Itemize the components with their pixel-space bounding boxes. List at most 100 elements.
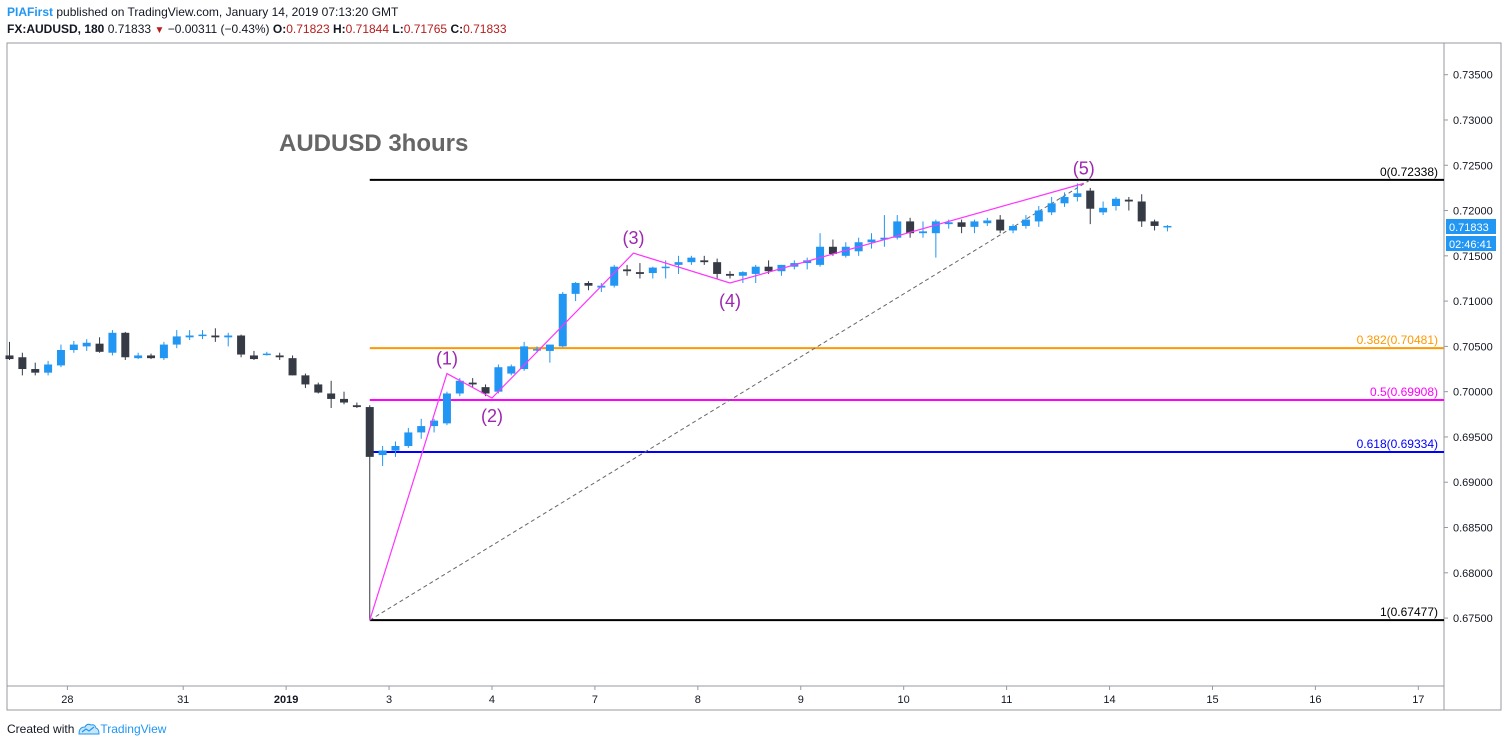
tradingview-brand-text: TradingView (100, 722, 167, 736)
x-tick-label: 2019 (274, 694, 298, 706)
candle-body (687, 257, 696, 263)
low-value: 0.71765 (403, 22, 448, 36)
candle-body (301, 375, 310, 385)
tradingview-link[interactable]: TradingView (78, 722, 166, 736)
candle-body (623, 269, 632, 272)
candle (185, 330, 194, 341)
candle (134, 352, 143, 360)
candle (700, 255, 709, 265)
candle-body (1034, 210, 1043, 222)
candle (610, 264, 619, 288)
candle-body (906, 221, 915, 234)
candle-body (262, 353, 271, 356)
candle-body (1111, 198, 1120, 207)
candle-body (571, 282, 580, 294)
down-triangle-icon: ▼ (154, 25, 165, 36)
x-tick-label: 7 (592, 694, 598, 706)
x-tick-label: 8 (695, 694, 701, 706)
candle (211, 328, 220, 342)
fib-level-label: 0.382(0.70481) (1357, 333, 1438, 347)
author-link[interactable]: PIAFirst (7, 5, 54, 19)
candle-body (700, 260, 709, 263)
candles (5, 183, 1172, 620)
candle (1060, 192, 1069, 207)
candle-body (430, 420, 439, 427)
fib-level-label: 0(0.72338) (1380, 165, 1438, 179)
y-tick-label: 0.70500 (1453, 341, 1493, 353)
candle-body (121, 332, 130, 358)
price-axis[interactable]: 0.73500 0.73000 0.72500 0.72000 0.71500 0.710… (1444, 70, 1493, 625)
candle-body (5, 355, 14, 360)
candle-body (635, 272, 644, 274)
low-label: L: (392, 22, 404, 36)
x-tick-label: 9 (798, 694, 804, 706)
candle-body (764, 266, 773, 272)
wave-polyline[interactable] (369, 182, 1084, 621)
candle (159, 341, 168, 360)
candle (442, 391, 451, 426)
candle-body (816, 246, 825, 265)
x-tick-label: 31 (177, 694, 189, 706)
fib-trend-line (369, 179, 1091, 621)
fib-retracement[interactable]: 0(0.72338) 0.382(0.70481) 0.5(0.69908) 0.61… (369, 165, 1444, 622)
high-value: 0.71844 (345, 22, 390, 36)
candle (1034, 206, 1043, 227)
candle (931, 219, 940, 258)
candle-body (828, 246, 837, 255)
candle-body (159, 344, 168, 359)
x-tick-label: 28 (61, 694, 73, 706)
candle-body (918, 231, 927, 234)
candle (867, 233, 876, 249)
time-axis[interactable]: 28 31 2019 3 4 7 8 9 10 11 14 15 16 17 (61, 686, 1424, 706)
elliott-wave[interactable]: (1) (2) (3) (4) (5) (369, 158, 1095, 621)
open-value: 0.71823 (286, 22, 330, 36)
candle (983, 217, 992, 226)
candle (288, 355, 297, 376)
candle (391, 441, 400, 457)
last-price-text: 0.71833 (107, 22, 152, 36)
y-tick-label: 0.69000 (1453, 477, 1493, 489)
candle-body (751, 266, 760, 274)
candle (314, 382, 323, 394)
candle (970, 219, 979, 234)
candle-body (417, 426, 426, 433)
candle (1111, 196, 1120, 211)
candle (44, 360, 53, 376)
candle (378, 446, 387, 466)
candle (725, 271, 734, 279)
candle (172, 330, 181, 349)
candle-body (314, 384, 323, 393)
last-price-label: 0.71833 (1449, 222, 1489, 234)
candle (95, 337, 104, 353)
candle-body (275, 355, 284, 358)
candle-body (442, 393, 451, 424)
y-tick-label: 0.71500 (1453, 251, 1493, 263)
created-with-text: Created with (7, 722, 75, 736)
wave-label: (3) (623, 228, 645, 248)
candle-body (970, 221, 979, 227)
candle-body (198, 334, 207, 337)
candle-body (224, 335, 233, 338)
candle (918, 221, 927, 238)
y-tick-label: 0.69500 (1453, 432, 1493, 444)
candle (147, 353, 156, 360)
x-tick-label: 17 (1412, 694, 1424, 706)
y-tick-label: 0.68500 (1453, 523, 1493, 535)
x-tick-label: 3 (386, 694, 392, 706)
candle-body (468, 382, 477, 385)
candle (571, 282, 580, 302)
candle-body (185, 335, 194, 338)
candle (56, 344, 65, 368)
countdown-label: 02:46:41 (1449, 239, 1492, 251)
candle-body (147, 355, 156, 359)
candle (597, 282, 606, 293)
candle (906, 217, 915, 238)
candle (301, 373, 310, 389)
candle (365, 405, 374, 620)
x-tick-label: 16 (1309, 694, 1321, 706)
candle (635, 263, 644, 279)
candle (751, 264, 760, 283)
fib-level-label: 0.5(0.69908) (1370, 385, 1438, 399)
candle-body (1124, 199, 1133, 202)
